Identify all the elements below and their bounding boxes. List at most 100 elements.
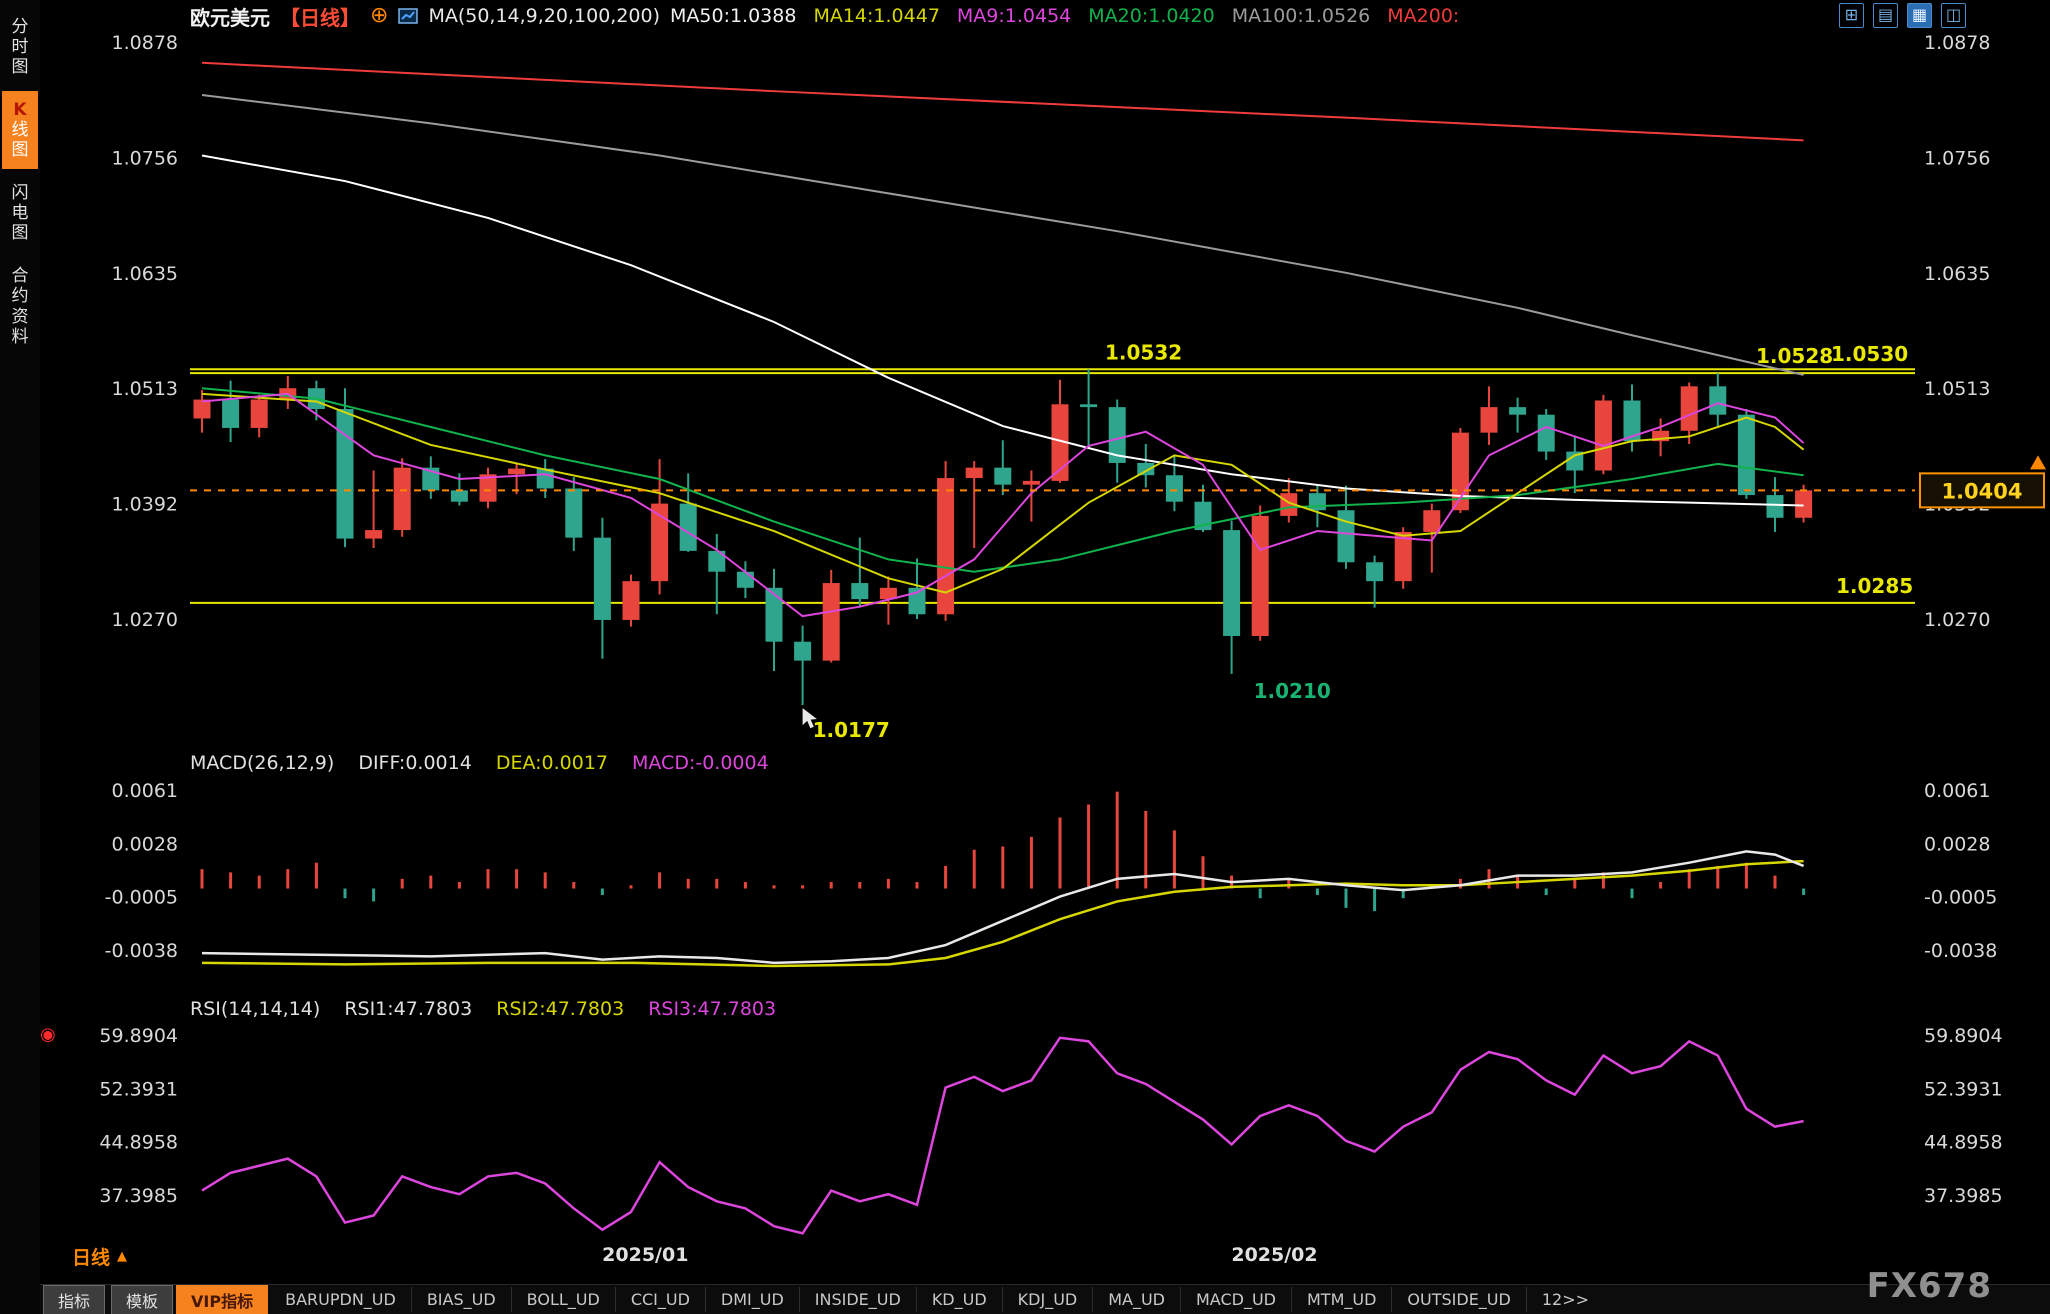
candle [1480,386,1498,445]
macd-histogram [200,791,1806,912]
ma9-line [201,392,1805,618]
rsi-axis-label-left: 52.3931 [99,1078,178,1100]
rsi-header: RSI(14,14,14) RSI1:47.7803 RSI2:47.7803 RSI… [190,998,776,1020]
candle [1423,503,1441,573]
price-annotation: 1.0177 [813,718,890,742]
ma-settings-label: MA(50,14,9,20,100,200) [428,5,660,27]
rows-layout-icon[interactable]: ▤ [1873,3,1898,28]
sidebar-item-闪电图[interactable]: 闪电图 [11,183,29,244]
tab-mtm_ud[interactable]: MTM_UD [1292,1287,1393,1312]
candle [279,375,297,410]
tab-outside_ud[interactable]: OUTSIDE_UD [1392,1287,1527,1312]
rsi-axis-label-left: 37.3985 [99,1185,178,1207]
candle [1537,409,1555,461]
rsi-axis-label-right: 59.8904 [1924,1025,2003,1047]
candle [536,459,554,498]
rsi-axis-label-right: 44.8958 [1924,1132,2003,1154]
tab-barupdn_ud[interactable]: BARUPDN_UD [270,1287,412,1312]
tab-macd_ud[interactable]: MACD_UD [1181,1287,1292,1312]
tab-boll_ud[interactable]: BOLL_UD [512,1287,616,1312]
candle [193,390,211,433]
rsi-line [201,1036,1804,1235]
candle [1509,397,1527,433]
candle [765,568,783,672]
tab-kdj_ud[interactable]: KDJ_UD [1003,1287,1094,1312]
candle [1594,394,1612,475]
level-label: 1.0530 [1831,342,1908,366]
tab-cci_ud[interactable]: CCI_UD [616,1287,706,1312]
sidebar-item-分时图[interactable]: 分时图 [11,17,29,78]
candle [1022,470,1040,522]
caret-up-icon: ▲ [117,1249,128,1264]
price-axis-label-left: 1.0270 [112,609,178,631]
rsi-axis-label-left: 59.8904 [99,1025,178,1047]
candle [965,461,983,549]
candle [794,625,812,706]
candle [622,574,640,627]
macd-axis-label-left: -0.0005 [105,887,178,909]
last-price-box: 1.0404 [1919,472,2045,509]
chart-header: 欧元美元 【日线】 ⊕ MA(50,14,9,20,100,200) MA50:… [190,3,1476,30]
macd-axis-label-right: -0.0038 [1924,940,1997,962]
macd-diff-line [201,850,1805,965]
tab-inside_ud[interactable]: INSIDE_UD [800,1287,917,1312]
tab-dmi_ud[interactable]: DMI_UD [706,1287,800,1312]
svg-text:1.0404: 1.0404 [1941,479,2022,503]
price-axis-label-left: 1.0756 [112,147,178,169]
candle [1680,382,1698,445]
tab-指标[interactable]: 指标 [43,1284,106,1314]
indicator-value: RSI(14,14,14) [190,998,321,1020]
candle [1080,369,1098,448]
candle [393,458,411,537]
candle [479,467,497,509]
indicator-value: RSI3:47.7803 [648,998,777,1020]
tab-kd_ud[interactable]: KD_UD [917,1287,1003,1312]
ma-value: MA200: [1387,5,1460,27]
tab-12[interactable]: 12>> [1541,1290,1590,1309]
crosshair-icon[interactable]: ◉ [40,1024,56,1045]
tab-vip指标[interactable]: VIP指标 [176,1284,269,1314]
price-axis-label-right: 1.0513 [1924,378,1990,400]
candle [250,394,268,438]
ma-value: MA14:1.0447 [813,5,940,27]
indicator-value: RSI1:47.7803 [344,998,473,1020]
macd-axis-label-right: 0.0061 [1924,780,1990,802]
price-axis-label-right: 1.0756 [1924,147,1990,169]
candle [1451,427,1469,514]
indicator-value: MACD:-0.0004 [632,752,769,774]
candle [422,456,440,499]
candle [708,533,726,615]
candle [1566,435,1584,494]
candle [1709,373,1727,428]
candle [1223,520,1241,674]
period-selector[interactable]: 日线 ▲ [72,1243,127,1270]
candle [1137,444,1155,488]
x-axis-label: 2025/01 [602,1244,688,1266]
candle [1366,555,1384,608]
tab-模板[interactable]: 模板 [111,1284,174,1314]
candle [1108,399,1126,483]
indicator-value: DIFF:0.0014 [358,752,472,774]
panes-layout-icon[interactable]: ▦ [1907,3,1932,28]
sidebar-item-合约资料[interactable]: 合约资料 [11,266,29,347]
price-axis-label-right: 1.0635 [1924,263,1990,285]
symbol-title: 欧元美元 [190,5,270,30]
candle [1280,478,1298,523]
candle [679,473,697,552]
split-pane-icon[interactable]: ◫ [1941,3,1966,28]
tab-bias_ud[interactable]: BIAS_UD [412,1287,512,1312]
x-axis-label: 2025/02 [1231,1244,1317,1266]
ma-value: MA100:1.0526 [1231,5,1371,27]
price-axis-label-right: 1.0878 [1924,32,1990,54]
macd-axis-label-left: 0.0028 [112,833,178,855]
grid-layout-icon[interactable]: ⊞ [1839,3,1864,28]
mini-chart-icon[interactable] [398,6,419,26]
price-axis-label-left: 1.0878 [112,32,178,54]
period-label: 日线 [72,1247,111,1269]
tab-ma_ud[interactable]: MA_UD [1093,1287,1181,1312]
add-overlay-icon[interactable]: ⊕ [370,3,389,28]
